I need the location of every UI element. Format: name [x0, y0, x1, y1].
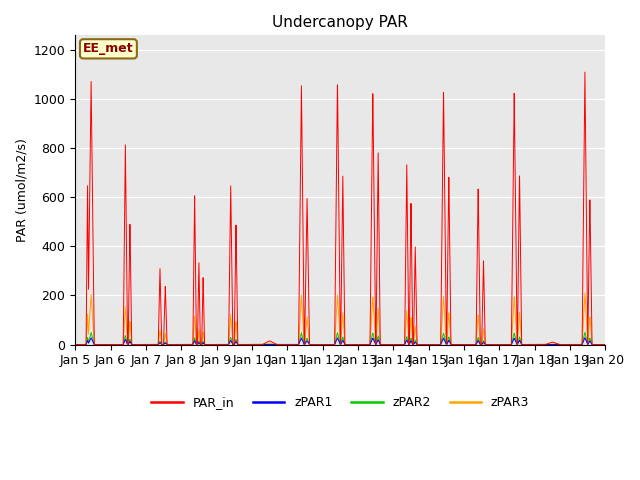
Text: EE_met: EE_met — [83, 42, 134, 55]
zPAR1 — [581, 335, 589, 341]
zPAR2 — [321, 342, 328, 348]
zPAR3 — [429, 342, 437, 348]
zPAR3 — [71, 342, 79, 348]
zPAR1 — [321, 342, 328, 348]
zPAR2 — [459, 342, 467, 348]
zPAR2 — [71, 342, 79, 348]
zPAR1 — [429, 342, 437, 348]
PAR_in — [321, 342, 328, 348]
zPAR2 — [601, 342, 609, 348]
Legend: PAR_in, zPAR1, zPAR2, zPAR3: PAR_in, zPAR1, zPAR2, zPAR3 — [147, 391, 534, 414]
zPAR3 — [601, 342, 609, 348]
zPAR1 — [602, 342, 609, 348]
zPAR1 — [459, 342, 467, 348]
zPAR3 — [581, 290, 589, 296]
zPAR2 — [429, 342, 437, 348]
Y-axis label: PAR (umol/m2/s): PAR (umol/m2/s) — [15, 138, 28, 242]
zPAR3 — [321, 342, 328, 348]
Line: zPAR3: zPAR3 — [75, 293, 605, 345]
PAR_in — [601, 342, 609, 348]
Line: PAR_in: PAR_in — [75, 72, 605, 345]
PAR_in — [602, 342, 609, 348]
PAR_in — [489, 342, 497, 348]
PAR_in — [429, 342, 437, 348]
Title: Undercanopy PAR: Undercanopy PAR — [273, 15, 408, 30]
PAR_in — [581, 69, 589, 75]
PAR_in — [459, 342, 467, 348]
zPAR2 — [602, 342, 609, 348]
PAR_in — [166, 342, 174, 348]
zPAR2 — [489, 342, 497, 348]
zPAR1 — [489, 342, 497, 348]
zPAR1 — [71, 342, 79, 348]
PAR_in — [71, 342, 79, 348]
zPAR3 — [602, 342, 609, 348]
zPAR1 — [166, 342, 174, 348]
zPAR1 — [601, 342, 609, 348]
Line: zPAR1: zPAR1 — [75, 338, 605, 345]
zPAR3 — [166, 342, 174, 348]
zPAR3 — [459, 342, 467, 348]
Line: zPAR2: zPAR2 — [75, 332, 605, 345]
zPAR3 — [489, 342, 497, 348]
zPAR2 — [581, 329, 589, 335]
zPAR2 — [166, 342, 174, 348]
